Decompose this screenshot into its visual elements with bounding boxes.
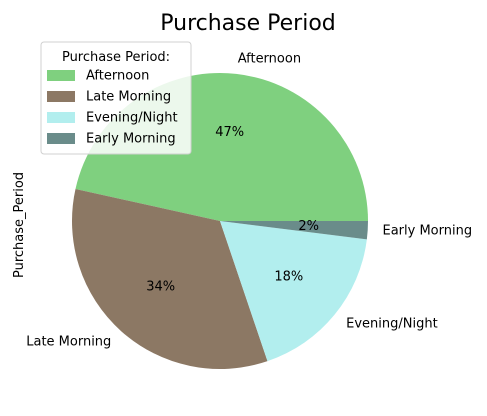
percent-label-late-morning: 34% <box>146 280 175 295</box>
legend-swatch-early-morning <box>47 133 75 144</box>
legend-items: Afternoon Late Morning Evening/Night Early … <box>47 69 178 147</box>
chart-title: Purchase Period <box>160 11 336 36</box>
legend-label-evening-night: Evening/Night <box>86 111 178 126</box>
slice-label-late-morning: Late Morning <box>26 335 111 350</box>
slice-label-afternoon: Afternoon <box>238 52 301 67</box>
legend-label-early-morning: Early Morning <box>86 132 176 147</box>
legend-swatch-evening-night <box>47 112 75 123</box>
legend-frame <box>40 41 192 155</box>
percent-label-early-morning: 2% <box>298 219 319 234</box>
pie-slice-labels: Afternoon Late Morning Evening/Night Early … <box>26 52 472 350</box>
legend-title: Purchase Period: <box>62 50 170 65</box>
y-axis-label: Purchase_Period <box>12 172 27 278</box>
slice-label-evening-night: Evening/Night <box>346 316 438 331</box>
legend-swatch-afternoon <box>47 70 75 81</box>
legend-label-afternoon: Afternoon <box>86 69 149 84</box>
slice-label-early-morning: Early Morning <box>382 224 472 239</box>
pie-percent-labels: 47% 34% 18% 2% <box>146 125 319 294</box>
percent-label-evening-night: 18% <box>274 270 303 285</box>
legend: Purchase Period: Afternoon Late Morning Ev… <box>40 41 192 155</box>
slice-late-morning <box>71 189 268 370</box>
legend-swatch-late-morning <box>47 91 75 102</box>
percent-label-afternoon: 47% <box>215 125 244 140</box>
slice-early-morning <box>220 221 368 240</box>
slice-evening-night <box>220 221 367 362</box>
legend-label-late-morning: Late Morning <box>86 90 171 105</box>
